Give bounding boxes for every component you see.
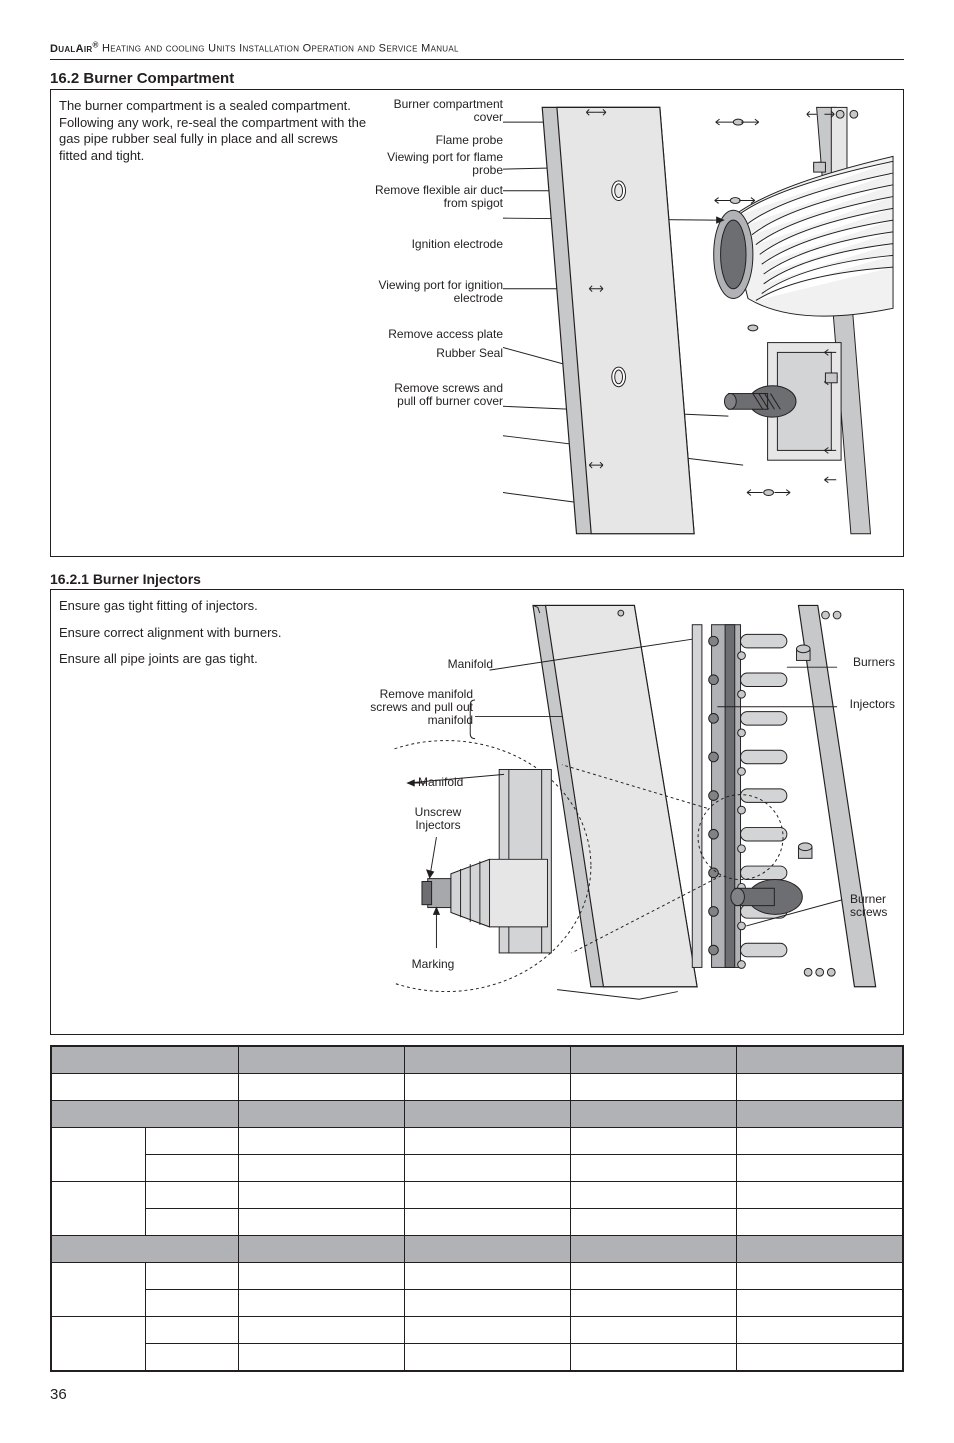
left-text-16-2-1: Ensure gas tight fitting of injectors. E… [59, 598, 393, 1026]
label-unscrew: Unscrew Injectors [403, 806, 473, 832]
body-16-2: The burner compartment is a sealed compa… [59, 98, 369, 166]
label-burners: Burners [853, 656, 895, 669]
figure-burner-injectors: Ensure gas tight fitting of injectors. E… [50, 589, 904, 1035]
label-l2: Flame probe [373, 134, 503, 147]
page-number: 36 [50, 1386, 904, 1403]
line3: Ensure all pipe joints are gas tight. [59, 651, 389, 668]
label-col-16-2: Burner compartment cover Flame probe Vie… [373, 98, 503, 548]
section-16-2-title: 16.2 Burner Compartment [50, 70, 904, 87]
label-manifold-top: Manifold [393, 658, 493, 671]
label-l7: Remove access plate [373, 328, 503, 341]
injector-table [50, 1045, 904, 1372]
label-l1: Burner compartment cover [373, 98, 503, 124]
header-rule [50, 59, 904, 60]
figure-burner-compartment: The burner compartment is a sealed compa… [50, 89, 904, 557]
label-manifold-inset: Manifold [418, 776, 488, 789]
label-l6: Viewing port for ignition electrode [373, 279, 503, 305]
label-l9: Remove screws and pull off burner cover [373, 382, 503, 408]
header-rest: Heating and cooling Units Installation O… [102, 43, 459, 55]
line1: Ensure gas tight fitting of injectors. [59, 598, 389, 615]
label-l4: Remove flexible air duct from spigot [373, 184, 503, 210]
diagram-16-2 [503, 98, 895, 548]
burner-compartment-svg [503, 98, 895, 548]
brand-a: DualA [50, 43, 84, 55]
line2: Ensure correct alignment with burners. [59, 625, 389, 642]
label-marking: Marking [403, 958, 463, 971]
page-header: DualAir® Heating and cooling Units Insta… [50, 40, 904, 55]
reg-mark: ® [92, 40, 98, 49]
label-injectors: Injectors [850, 698, 895, 711]
left-text-16-2: The burner compartment is a sealed compa… [59, 98, 373, 548]
label-l3: Viewing port for flame probe [373, 151, 503, 177]
label-l5: Ignition electrode [373, 238, 503, 251]
label-burner-screws: Burner screws [850, 893, 895, 919]
section-16-2-1-title: 16.2.1 Burner Injectors [50, 571, 904, 587]
label-l8: Rubber Seal [373, 347, 503, 360]
label-remove-manifold: Remove manifold screws and pull out mani… [363, 688, 473, 728]
diagram-16-2-1: Manifold Remove manifold screws and pull… [393, 598, 895, 1026]
